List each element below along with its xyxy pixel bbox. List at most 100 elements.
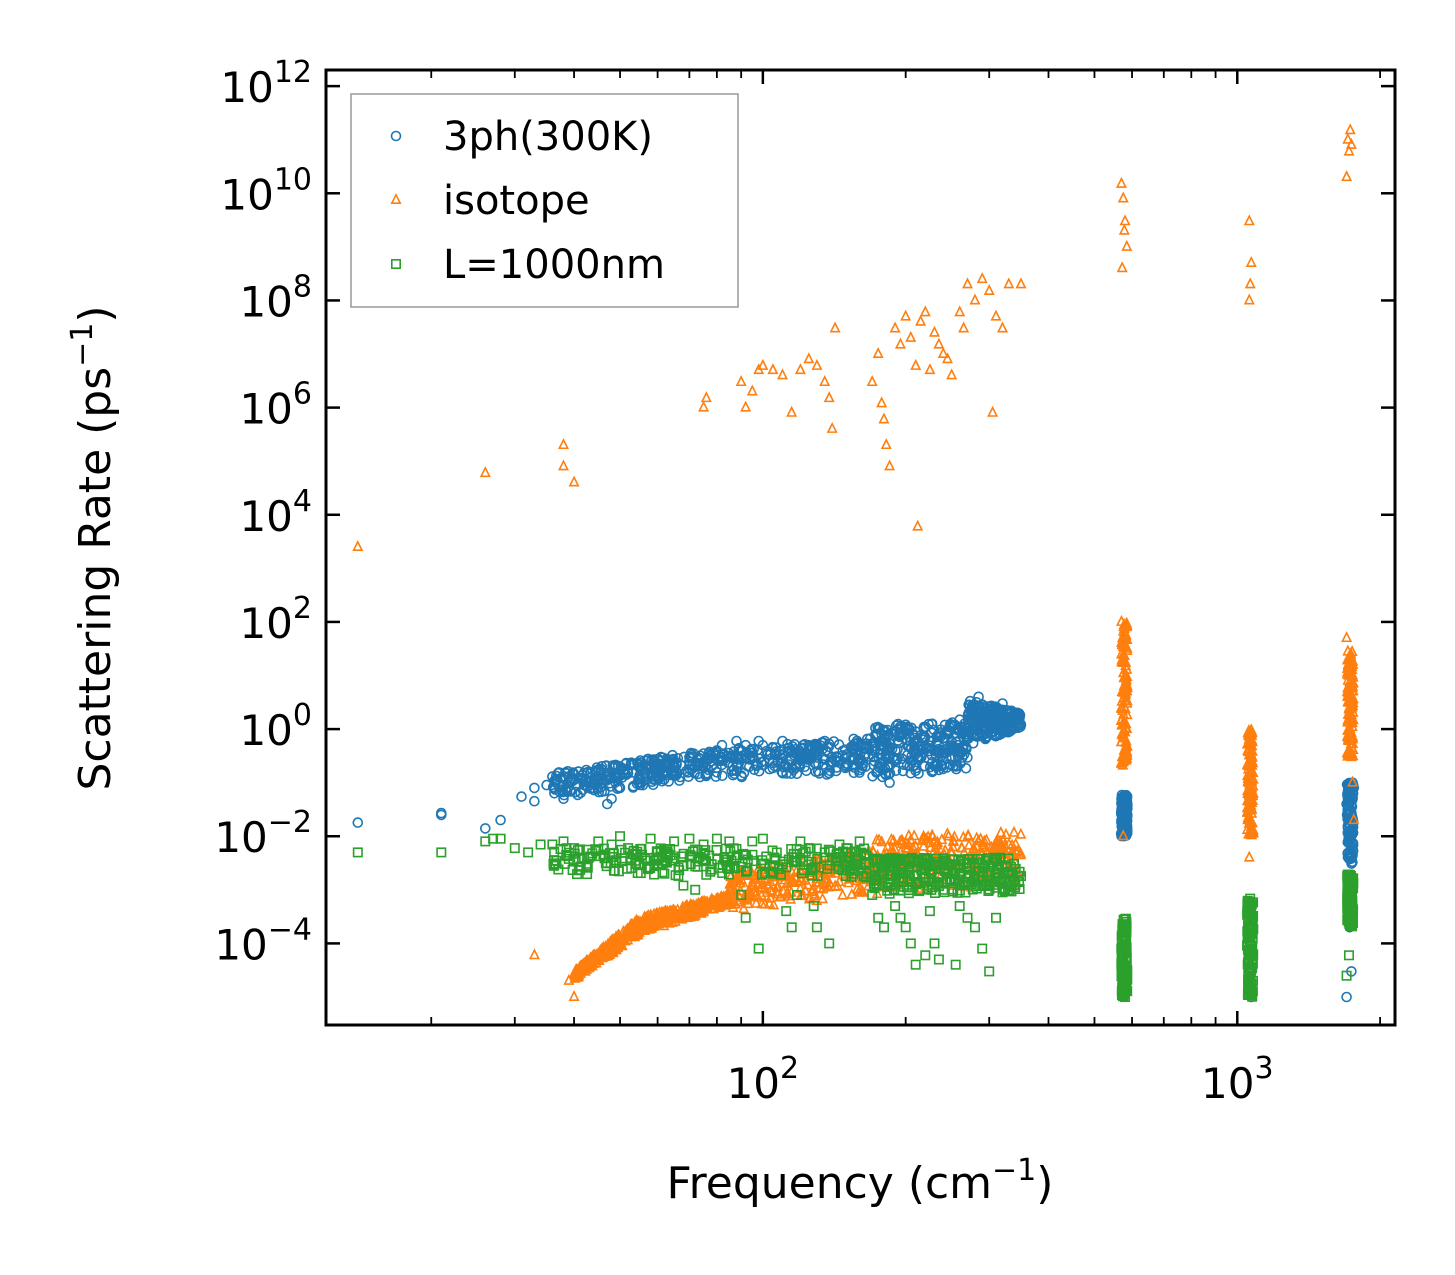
data-point-triangle xyxy=(558,459,569,471)
data-point-triangle xyxy=(908,829,920,841)
data-point-triangle xyxy=(886,842,898,854)
data-point-circle xyxy=(558,793,569,805)
data-point-triangle xyxy=(640,918,652,930)
data-point-circle xyxy=(601,775,613,786)
data-point-triangle xyxy=(645,909,657,921)
data-point-circle xyxy=(905,767,917,779)
data-point-square xyxy=(954,885,965,896)
data-point-circle xyxy=(908,745,919,757)
data-point-triangle xyxy=(669,911,681,923)
data-point-square xyxy=(806,856,817,867)
data-point-circle xyxy=(635,757,647,768)
data-point-circle xyxy=(983,707,995,719)
data-point-circle xyxy=(495,814,506,826)
data-point-circle xyxy=(913,768,924,779)
data-point-triangle xyxy=(811,358,823,370)
data-point-square xyxy=(1242,895,1253,906)
data-point-square xyxy=(997,887,1008,898)
data-point-triangle xyxy=(757,358,769,370)
data-point-circle xyxy=(716,759,728,771)
data-point-circle xyxy=(877,724,889,736)
legend-marker-triangle xyxy=(390,193,402,204)
data-point-triangle xyxy=(992,833,1004,845)
data-point-square xyxy=(854,836,865,847)
data-point-circle xyxy=(987,718,999,730)
data-point-square xyxy=(1248,910,1259,921)
data-point-square xyxy=(1120,914,1131,925)
data-point-triangle xyxy=(594,946,606,958)
data-point-circle xyxy=(753,753,765,764)
legend-marker-circle xyxy=(390,130,402,142)
data-point-square xyxy=(698,849,709,860)
data-point-square xyxy=(558,836,569,847)
data-point-square xyxy=(841,861,852,872)
data-point-square xyxy=(989,852,1000,863)
data-point-triangle xyxy=(910,358,922,370)
data-point-square xyxy=(1120,972,1131,983)
data-point-triangle xyxy=(1244,733,1256,745)
data-point-square xyxy=(920,950,931,961)
data-point-triangle xyxy=(764,896,776,908)
data-point-triangle xyxy=(1117,640,1129,652)
data-point-square xyxy=(606,839,617,850)
data-point-triangle xyxy=(969,293,981,305)
data-point-circle xyxy=(674,775,685,786)
data-point-circle xyxy=(884,777,895,789)
data-point-triangle xyxy=(1120,734,1132,746)
data-point-triangle xyxy=(1343,702,1355,714)
data-point-circle xyxy=(622,767,634,779)
data-point-circle xyxy=(819,735,831,747)
data-point-triangle xyxy=(1245,723,1257,735)
data-point-circle xyxy=(910,726,922,737)
data-point-triangle xyxy=(919,305,931,317)
data-point-square xyxy=(811,922,822,933)
data-point-triangle xyxy=(639,923,651,935)
data-point-triangle xyxy=(656,905,668,917)
data-point-square xyxy=(824,938,835,949)
data-point-square xyxy=(923,874,934,885)
data-point-square xyxy=(569,843,580,854)
data-point-triangle xyxy=(900,309,912,321)
legend-label: 3ph(300K) xyxy=(443,114,653,160)
data-point-circle xyxy=(578,779,590,791)
data-point-triangle xyxy=(479,466,491,478)
data-point-circle xyxy=(882,761,893,772)
data-point-triangle xyxy=(1015,827,1027,839)
data-point-triangle xyxy=(1115,614,1127,626)
data-point-triangle xyxy=(1117,191,1129,203)
data-point-square xyxy=(740,912,751,923)
legend-label: isotope xyxy=(443,178,590,224)
data-point-circle xyxy=(774,748,786,760)
data-point-circle xyxy=(915,751,926,763)
data-point-triangle xyxy=(747,879,759,891)
data-point-triangle xyxy=(985,840,997,852)
data-point-square xyxy=(724,836,735,847)
plot-frame xyxy=(324,68,1397,1027)
data-point-circle xyxy=(1341,991,1352,1003)
data-point-triangle xyxy=(581,961,593,973)
data-point-square xyxy=(706,859,717,870)
legend-box xyxy=(350,93,739,308)
data-point-circle xyxy=(1343,814,1355,826)
data-point-square xyxy=(873,912,884,923)
data-point-circle xyxy=(736,771,748,783)
data-point-square xyxy=(969,872,980,883)
data-point-square xyxy=(1341,970,1352,981)
data-point-circle xyxy=(724,751,735,763)
data-point-square xyxy=(753,943,764,954)
data-point-triangle xyxy=(819,872,831,884)
legend-item: isotope xyxy=(390,178,590,224)
data-point-circle xyxy=(794,761,806,772)
data-point-circle xyxy=(997,698,1008,709)
data-point-triangle xyxy=(968,841,980,853)
data-point-circle xyxy=(547,771,558,782)
data-point-triangle xyxy=(808,889,820,901)
data-point-square xyxy=(960,879,971,890)
data-point-circle xyxy=(869,755,880,767)
y-tick-label: 106 xyxy=(239,377,312,434)
data-point-triangle xyxy=(1342,657,1354,669)
data-point-triangle xyxy=(1341,746,1353,758)
data-point-square xyxy=(711,833,722,844)
data-point-triangle xyxy=(796,888,808,900)
data-point-circle xyxy=(568,773,580,784)
